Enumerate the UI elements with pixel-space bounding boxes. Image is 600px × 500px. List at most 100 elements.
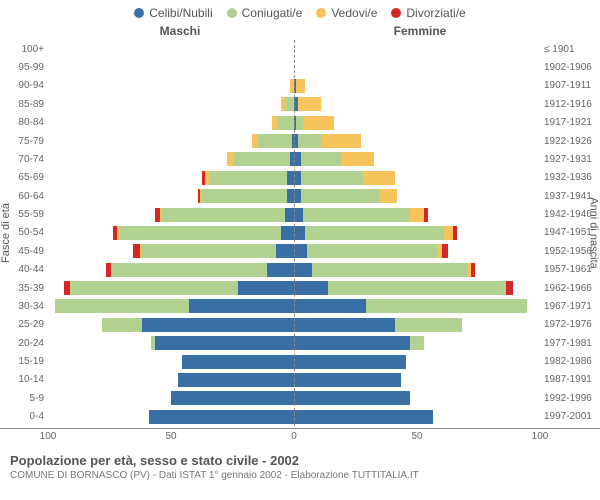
- male-bar: [48, 61, 294, 75]
- bar-segment: [294, 152, 301, 166]
- bar-segment: [312, 263, 469, 277]
- y-axis-left-title: Fasce di età: [0, 203, 12, 263]
- female-bar: [294, 299, 540, 313]
- male-bar: [48, 226, 294, 240]
- bar-segment: [142, 318, 294, 332]
- y-axis-right-title: Anni di nascita: [588, 197, 600, 269]
- legend-label: Divorziati/e: [406, 6, 465, 20]
- bar-segment: [363, 171, 394, 185]
- bar-segment: [294, 318, 395, 332]
- birth-label: 1922-1926: [540, 132, 600, 150]
- chart-title: Popolazione per età, sesso e stato civil…: [10, 453, 590, 468]
- male-bar: [48, 355, 294, 369]
- bar-segment: [294, 391, 410, 405]
- bar-segment: [294, 373, 401, 387]
- bar-segment: [272, 116, 279, 130]
- bar-segment: [285, 208, 294, 222]
- x-tick: 100: [40, 431, 57, 442]
- age-label: 35-39: [0, 279, 48, 297]
- age-label: 70-74: [0, 150, 48, 168]
- bar-segment: [301, 152, 341, 166]
- male-bar: [48, 134, 294, 148]
- female-bar: [294, 208, 540, 222]
- age-label: 95-99: [0, 58, 48, 76]
- birth-label: 1992-1996: [540, 389, 600, 407]
- gender-headers: Maschi Femmine: [0, 20, 600, 40]
- age-label: 30-34: [0, 297, 48, 315]
- chart-subtitle: COMUNE DI BORNASCO (PV) - Dati ISTAT 1° …: [10, 470, 590, 481]
- female-bar: [294, 42, 540, 56]
- bar-segment: [307, 244, 437, 258]
- bar-segment: [410, 336, 423, 350]
- birth-label: 1927-1931: [540, 150, 600, 168]
- bar-segment: [276, 244, 294, 258]
- bar-segment: [171, 391, 294, 405]
- bar-segment: [202, 189, 287, 203]
- center-line: [294, 40, 295, 426]
- bar-segment: [287, 189, 294, 203]
- bar-segment: [410, 208, 423, 222]
- age-label: 15-19: [0, 352, 48, 370]
- bar-segment: [287, 171, 294, 185]
- female-bar: [294, 79, 540, 93]
- male-bar: [48, 152, 294, 166]
- male-bar: [48, 263, 294, 277]
- bar-segment: [209, 171, 287, 185]
- bar-segment: [296, 116, 303, 130]
- male-bar: [48, 97, 294, 111]
- age-label: 75-79: [0, 132, 48, 150]
- legend-item: Divorziati/e: [391, 6, 465, 20]
- birth-label: 1972-1976: [540, 316, 600, 334]
- birth-label: 1977-1981: [540, 334, 600, 352]
- male-bar: [48, 391, 294, 405]
- age-label: 100+: [0, 40, 48, 58]
- legend: Celibi/NubiliConiugati/eVedovi/eDivorzia…: [0, 0, 600, 20]
- bar-segment: [341, 152, 375, 166]
- male-bar: [48, 79, 294, 93]
- bar-segment: [227, 152, 234, 166]
- bar-segment: [294, 336, 410, 350]
- bar-segment: [294, 244, 307, 258]
- birth-label: 1932-1936: [540, 169, 600, 187]
- bar-segment: [142, 244, 276, 258]
- bar-segment: [120, 226, 281, 240]
- legend-swatch: [134, 8, 144, 18]
- birth-label: 1967-1971: [540, 297, 600, 315]
- male-bar: [48, 171, 294, 185]
- bar-segment: [162, 208, 285, 222]
- legend-label: Celibi/Nubili: [149, 6, 212, 20]
- birth-label: 1912-1916: [540, 95, 600, 113]
- male-bar: [48, 189, 294, 203]
- header-male: Maschi: [0, 24, 300, 38]
- bar-segment: [294, 226, 305, 240]
- female-bar: [294, 281, 540, 295]
- bar-segment: [238, 281, 294, 295]
- male-bar: [48, 208, 294, 222]
- x-axis: 10050050100: [0, 428, 600, 447]
- bar-segment: [305, 226, 444, 240]
- legend-item: Celibi/Nubili: [134, 6, 212, 20]
- age-label: 5-9: [0, 389, 48, 407]
- bar-segment: [303, 208, 410, 222]
- female-bar: [294, 410, 540, 424]
- age-label: 90-94: [0, 77, 48, 95]
- bar-segment: [178, 373, 294, 387]
- bar-segment: [424, 208, 428, 222]
- female-bar: [294, 189, 540, 203]
- x-tick: 50: [411, 431, 422, 442]
- x-tick: 0: [291, 431, 297, 442]
- age-label: 20-24: [0, 334, 48, 352]
- female-bar: [294, 61, 540, 75]
- bar-segment: [64, 281, 71, 295]
- age-label: 40-44: [0, 261, 48, 279]
- legend-swatch: [391, 8, 401, 18]
- x-axis-inner: 10050050100: [48, 429, 540, 447]
- bar-segment: [133, 244, 140, 258]
- male-bar: [48, 281, 294, 295]
- birth-label: 1907-1911: [540, 77, 600, 95]
- bar-segment: [453, 226, 457, 240]
- x-tick: 100: [532, 431, 549, 442]
- bar-segment: [294, 208, 303, 222]
- bar-segment: [301, 171, 364, 185]
- bar-segment: [281, 226, 294, 240]
